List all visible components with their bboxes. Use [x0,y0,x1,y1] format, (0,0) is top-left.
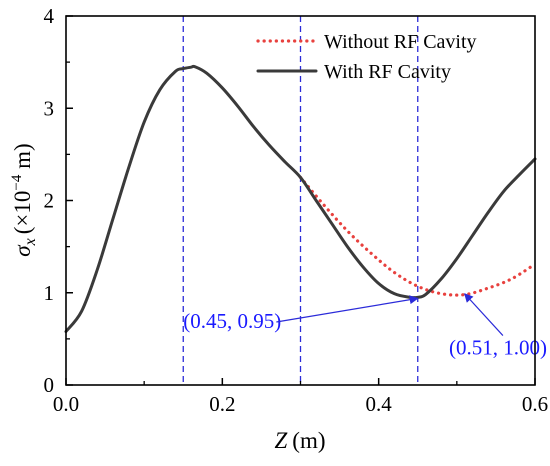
axes-group: 0.0 0.2 0.4 0.6 0 1 2 3 4 [44,4,549,416]
y-tick-label-1: 1 [44,281,55,305]
annotation-label-0: (0.45, 0.95) [183,309,281,333]
series-line-0 [298,175,537,297]
legend-label-1: With RF Cavity [324,61,451,83]
x-tick-label-2: 0.4 [366,392,393,416]
series-line-1 [64,64,537,333]
y-axis-unit-exponent: −4 [9,174,25,190]
y-axis-label: σx (×10−4 m) [9,143,39,256]
legend: Without RF Cavity With RF Cavity [256,31,477,83]
y-axis-subscript: x [22,238,39,246]
y-tick-label-4: 4 [44,4,55,28]
annotation-arrow-1 [464,293,504,336]
annotation-arrow-0 [276,295,419,323]
y-axis-unit-suffix: m) [10,143,35,174]
x-tick-label-0: 0.0 [53,392,79,416]
y-tick-label-0: 0 [44,373,55,397]
x-axis-label: Z (m) [274,428,325,453]
y-axis-unit-prefix: (×10 [10,191,35,235]
annotations-group: (0.45, 0.95) (0.51, 1.00) [183,293,547,360]
x-axis-symbol: Z [274,428,287,453]
y-tick-label-2: 2 [44,189,55,213]
x-axis-unit: (m) [292,428,325,453]
reference-lines [182,16,419,385]
x-tick-label-3: 0.6 [522,392,548,416]
y-tick-label-3: 3 [44,96,55,120]
series-group [64,64,537,333]
x-tick-label-1: 0.2 [209,392,235,416]
y-axis-symbol: σ [10,244,35,257]
legend-label-0: Without RF Cavity [324,31,477,53]
annotation-label-1: (0.51, 1.00) [449,336,547,360]
